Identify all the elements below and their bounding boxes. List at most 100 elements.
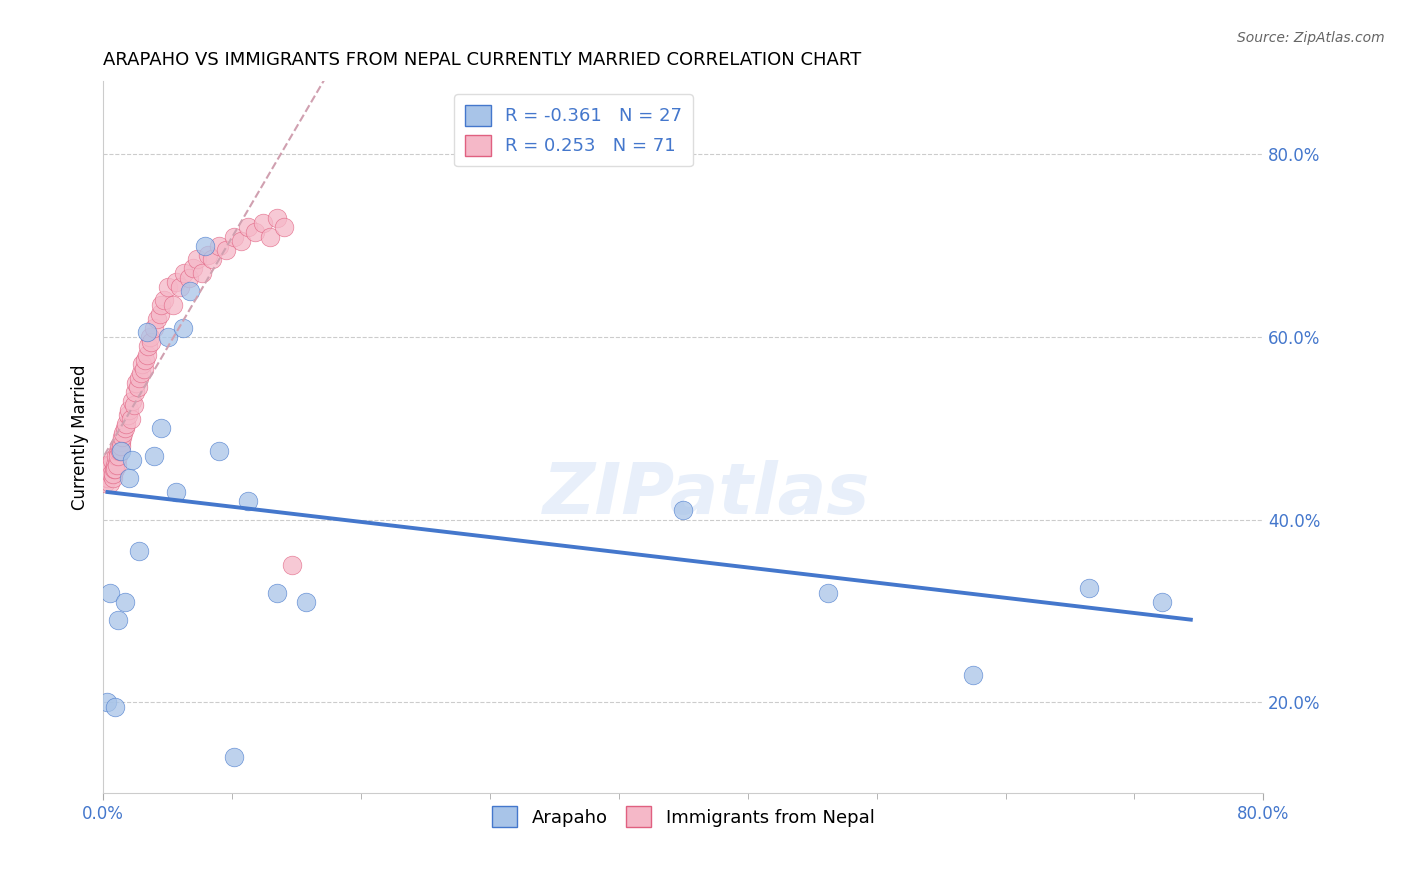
Point [236,494,259,508]
Point [115,417,138,431]
Point [100,467,122,481]
Point [105,449,128,463]
Point [142,320,165,334]
Point [672,503,695,517]
Point [153,293,176,308]
Point [295,595,318,609]
Point [108,440,131,454]
Point [100,458,122,472]
Point [962,667,984,681]
Point [201,252,224,267]
Point [101,471,124,485]
Point [157,330,180,344]
Point [104,462,127,476]
Point [169,279,191,293]
Point [110,444,132,458]
Point [97,462,120,476]
Point [110,440,132,454]
Point [208,238,231,252]
Point [179,285,201,299]
Point [111,430,134,444]
Point [190,266,212,280]
Point [245,225,267,239]
Point [1078,581,1101,595]
Point [128,544,150,558]
Point [150,298,173,312]
Point [96,458,118,472]
Point [100,585,122,599]
Point [120,412,142,426]
Point [94,467,117,481]
Point [208,444,231,458]
Point [162,298,184,312]
Point [135,348,157,362]
Text: ARAPAHO VS IMMIGRANTS FROM NEPAL CURRENTLY MARRIED CORRELATION CHART: ARAPAHO VS IMMIGRANTS FROM NEPAL CURRENT… [103,51,862,69]
Point [222,229,245,244]
Point [117,408,139,422]
Point [122,398,145,412]
Y-axis label: Currently Married: Currently Married [72,365,89,510]
Point [157,279,180,293]
Point [817,585,839,599]
Point [118,403,141,417]
Point [110,434,132,449]
Point [165,275,187,289]
Point [131,357,153,371]
Point [104,699,127,714]
Point [108,444,131,458]
Point [266,211,288,226]
Point [107,449,129,463]
Point [104,458,127,472]
Point [266,585,288,599]
Point [129,367,152,381]
Point [94,475,117,490]
Point [259,229,281,244]
Point [107,444,129,458]
Point [215,244,238,258]
Point [118,471,141,485]
Point [101,453,124,467]
Point [105,458,128,472]
Point [127,380,149,394]
Point [107,613,129,627]
Point [142,449,165,463]
Point [112,425,135,440]
Point [134,352,156,367]
Point [194,238,217,252]
Point [136,339,159,353]
Point [96,471,118,485]
Point [173,266,195,280]
Point [197,248,219,262]
Text: Source: ZipAtlas.com: Source: ZipAtlas.com [1237,31,1385,45]
Point [149,307,172,321]
Point [138,330,160,344]
Point [186,252,208,267]
Point [98,475,121,490]
Point [103,467,125,481]
Point [273,220,295,235]
Point [280,558,302,573]
Point [114,595,136,609]
Point [229,234,252,248]
Point [222,749,245,764]
Point [1150,595,1173,609]
Legend: Arapaho, Immigrants from Nepal: Arapaho, Immigrants from Nepal [485,799,882,834]
Point [139,334,162,349]
Point [135,326,157,340]
Text: ZIPatlas: ZIPatlas [543,459,870,529]
Point [165,485,187,500]
Point [177,270,200,285]
Point [132,362,155,376]
Point [252,216,274,230]
Point [96,695,118,709]
Point [150,421,173,435]
Point [128,371,150,385]
Point [97,471,120,485]
Point [124,384,146,399]
Point [121,393,143,408]
Point [146,311,169,326]
Point [121,453,143,467]
Point [236,220,259,235]
Point [125,376,148,390]
Point [114,421,136,435]
